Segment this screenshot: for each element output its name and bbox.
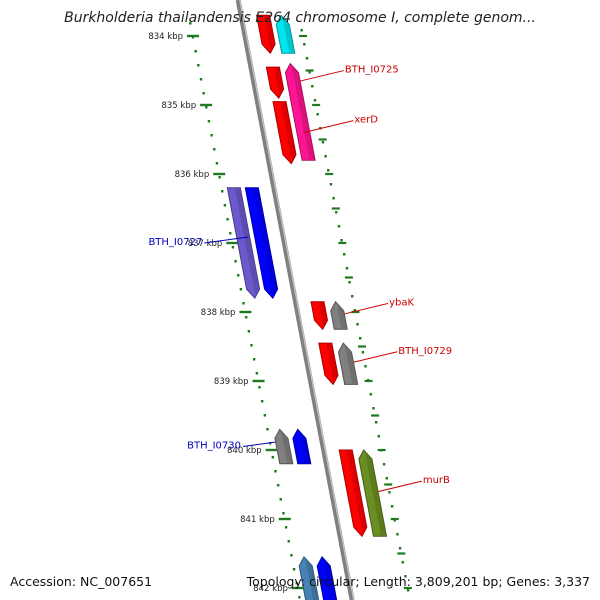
label-connector xyxy=(303,120,354,134)
gene-label[interactable]: murB xyxy=(423,475,450,486)
gene-arrow-shade xyxy=(280,102,296,161)
topology-summary: Topology: circular; Length: 3,809,201 bp… xyxy=(246,574,590,589)
map-title: Burkholderia thailandensis E264 chromoso… xyxy=(64,10,536,26)
ruler-label: 837 kbp xyxy=(188,239,223,249)
gene-label[interactable]: BTH_I0730 xyxy=(187,441,241,452)
gene-label[interactable]: xerD xyxy=(354,115,378,126)
gene-arrow-shade xyxy=(337,305,347,329)
label-connector xyxy=(293,70,344,84)
ruler-label: 836 kbp xyxy=(175,170,210,180)
gene-arrow-shade xyxy=(291,67,315,160)
ruler-label: 838 kbp xyxy=(201,308,236,318)
gene-arrow-shade xyxy=(323,560,337,600)
accession-text: Accession: NC_007651 xyxy=(10,574,153,589)
gene-label[interactable]: ybaK xyxy=(389,297,414,308)
label-connector xyxy=(371,480,422,494)
gene-arrow-shade xyxy=(345,346,358,384)
label-connector xyxy=(204,236,249,244)
gene-arrow-shade xyxy=(305,560,319,600)
gene-arrow-shade xyxy=(253,188,278,295)
ruler-label: 839 kbp xyxy=(214,377,249,387)
gene-arrow-shade xyxy=(264,16,276,50)
label-connector xyxy=(337,302,389,316)
ruler-label: 840 kbp xyxy=(227,446,262,456)
ruler-label: 841 kbp xyxy=(240,515,275,525)
backbone-highlight xyxy=(239,0,355,600)
gene-arrow-shade xyxy=(299,432,311,463)
gene-arrow-shade xyxy=(326,344,338,381)
gene-arrow-shade xyxy=(346,451,367,533)
gene-label[interactable]: BTH_I0727 xyxy=(148,237,202,248)
label-connector xyxy=(347,351,398,365)
ruler-label: 835 kbp xyxy=(161,101,196,111)
gene-arrow-shade xyxy=(365,453,387,536)
gene-arrow-shade xyxy=(235,188,260,295)
backbone-line xyxy=(235,0,355,600)
gene-arrow-shade xyxy=(282,18,295,53)
gene-arrow-shade xyxy=(281,432,293,463)
gene-arrow-shade xyxy=(318,302,328,326)
ruler-label: 842 kbp xyxy=(253,584,288,594)
gene-label[interactable]: BTH_I0729 xyxy=(398,346,452,357)
gene-label[interactable]: BTH_I0725 xyxy=(345,65,399,76)
ruler-label: 834 kbp xyxy=(148,32,183,42)
gene-arrow-shade xyxy=(274,68,284,95)
